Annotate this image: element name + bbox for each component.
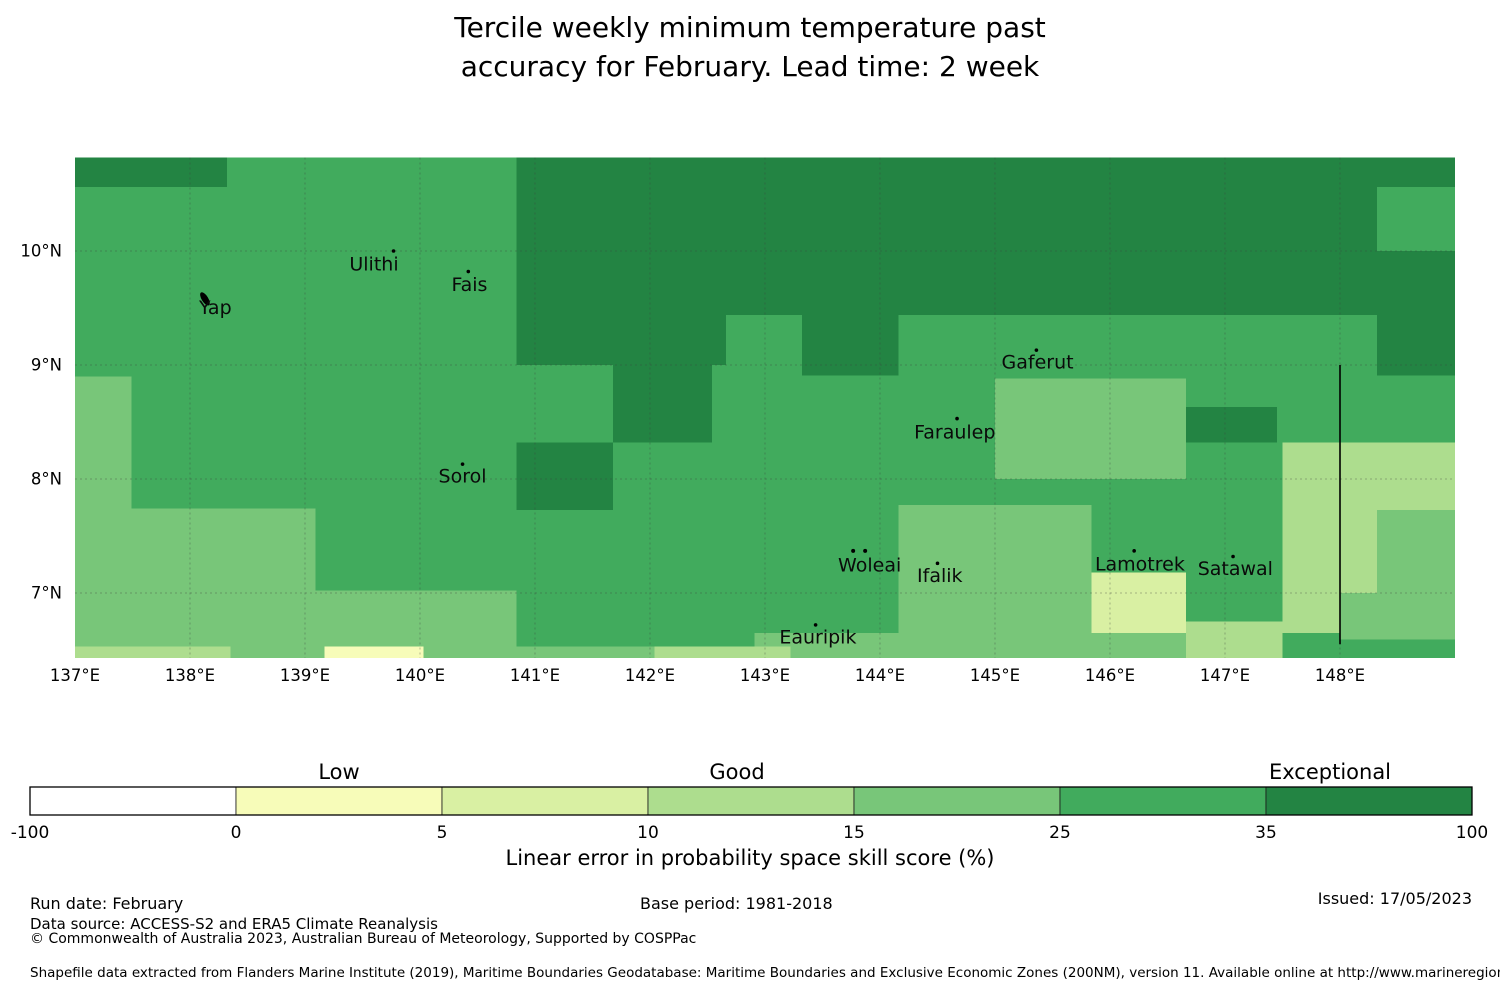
copyright-text: © Commonwealth of Australia 2023, Austra… [30,931,697,947]
map-cell [75,157,227,188]
y-axis-tick-label: 9°N [31,356,62,375]
map-cell [131,508,316,658]
island-label: Sorol [439,466,487,488]
colorbar-category-label: Good [709,760,764,784]
map-cell [75,376,132,647]
island-label: Faraulep [914,421,995,443]
y-axis-tick-label: 10°N [20,242,62,261]
map-cell [1376,509,1455,646]
island-label: Satawal [1198,558,1273,580]
island-marker [935,561,940,566]
map-cell [1340,593,1377,640]
x-axis-tick-label: 144°E [855,666,905,685]
shapefile-note-text: Shapefile data extracted from Flanders M… [30,965,1500,981]
data-source-text: Data source: ACCESS-S2 and ERA5 Climate … [30,915,438,933]
island-marker [813,623,818,627]
x-axis-tick-label: 146°E [1085,666,1135,685]
island-marker [1034,348,1039,352]
x-axis-tick-label: 145°E [970,666,1020,685]
island-marker [1231,554,1235,559]
island-label: Lamotrek [1095,554,1185,576]
island-marker [851,548,856,553]
issued-date-text: Issued: 17/05/2023 [1317,889,1472,908]
chart-title-line2: accuracy for February. Lead time: 2 week [460,50,1040,83]
colorbar-tick-label: 100 [1456,823,1488,843]
x-axis-tick-label: 143°E [740,666,790,685]
map-cell [516,157,726,365]
island-label: Ifalik [917,565,963,587]
map-cell [1091,572,1186,633]
colorbar-axis-label: Linear error in probability space skill … [505,846,995,870]
island-label: Fais [451,274,487,296]
map-cell [1376,314,1455,376]
x-axis-tick-label: 147°E [1200,666,1250,685]
colorbar-category-label: Low [318,760,359,784]
x-axis-tick-label: 137°E [50,666,100,685]
map-cell [1282,442,1340,633]
colorbar-frame [29,786,1473,816]
island-marker [955,416,959,421]
island-marker [466,269,471,274]
map-cell [1376,187,1455,251]
colorbar-segment [1265,786,1473,816]
colorbar-segment [647,786,855,816]
map-cell [613,365,713,443]
colorbar-tick-label: 35 [1255,823,1277,843]
island-label: Eauripik [779,626,856,648]
map-cell [801,314,899,376]
x-axis-tick-label: 148°E [1315,666,1365,685]
x-axis-tick-label: 138°E [165,666,215,685]
map-cell [75,646,231,658]
colorbar-segment [29,786,237,816]
colorbar-tick-label: 25 [1049,823,1071,843]
x-axis-tick-label: 140°E [395,666,445,685]
colorbar-segment [235,786,443,816]
map-cell [1185,621,1283,658]
map-cell [725,157,1455,315]
colorbar-tick-label: -100 [11,823,50,843]
map-cell [898,505,1092,658]
map-cell [1091,632,1186,658]
x-axis-tick-label: 141°E [510,666,560,685]
y-axis-tick-label: 7°N [31,584,62,603]
island-marker [200,292,210,306]
island-marker [391,249,396,253]
map-cell [1340,442,1377,593]
chart-title: Tercile weekly minimum temperature past … [0,8,1500,86]
map-cell [1376,442,1455,510]
colorbar-tick-label: 15 [843,823,865,843]
colorbar-segment [853,786,1061,816]
colorbar-category-label: Exceptional [1269,760,1391,784]
island-marker [863,548,868,553]
x-axis-tick-label: 142°E [625,666,675,685]
chart-title-line1: Tercile weekly minimum temperature past [454,11,1046,44]
map-cell [654,646,791,658]
map-cell [1185,407,1277,443]
island-label: Gaferut [1002,352,1074,374]
colorbar-tick-label: 5 [437,823,448,843]
map-cell [995,378,1186,479]
map-cell [423,646,655,658]
y-axis-tick-label: 8°N [31,470,62,489]
run-date-text: Run date: February [30,894,184,913]
island-marker [1132,549,1136,553]
island-marker [460,462,465,466]
island-label: Woleai [838,555,901,577]
map-cell [324,646,424,658]
colorbar-tick-label: 10 [637,823,659,843]
island-label: Ulithi [349,254,398,276]
map-cell [1282,639,1455,658]
island-label: Yap [198,297,232,319]
x-axis-tick-label: 139°E [280,666,330,685]
colorbar-tick-label: 0 [231,823,242,843]
colorbar-segment [441,786,649,816]
map-cell [516,442,614,510]
colorbar-segment [1059,786,1267,816]
base-period-text: Base period: 1981-2018 [640,894,833,913]
